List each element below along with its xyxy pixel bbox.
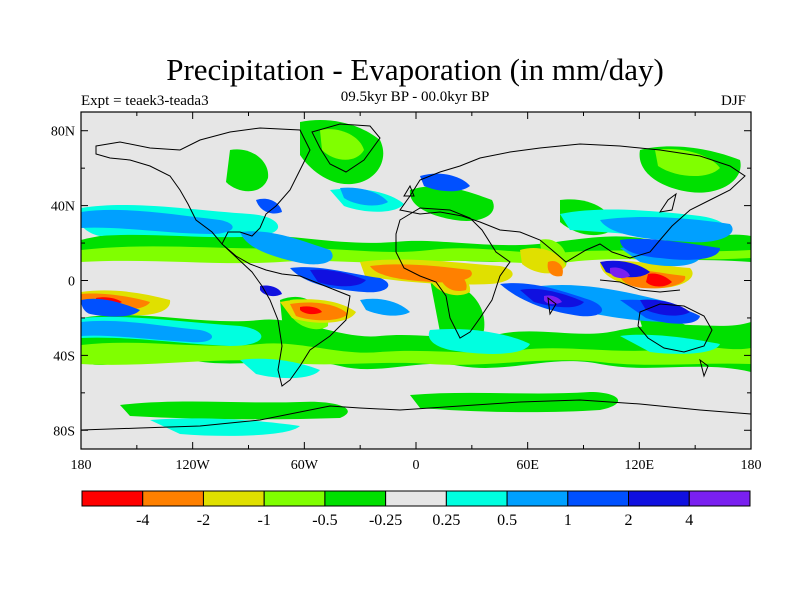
legend-label: 0.25 [432,512,460,529]
lon-label: 180 [741,458,762,473]
experiment-label: Expt = teaek3-teada3 [81,93,209,109]
legend-swatch [445,490,508,507]
legend-swatch [263,490,326,507]
legend-label: 0.5 [497,512,517,529]
legend-swatch [324,490,387,507]
lat-label: 0 [68,275,75,290]
lon-label: 120E [625,458,655,473]
lon-label: 120W [176,458,211,473]
legend-label: -0.5 [312,512,337,529]
legend-label: -2 [197,512,210,529]
lat-label: 40N [51,200,75,215]
legend-label: 1 [564,512,572,529]
latitude-axis: 80N 40N 0 40S 80S [51,125,751,439]
legend-swatch [142,490,204,507]
lon-label: 60W [291,458,319,473]
lon-label: 0 [413,458,420,473]
lat-label: 80S [53,424,75,439]
coastlines [81,123,751,431]
season-label: DJF [721,93,747,109]
legend-label: -4 [136,512,149,529]
legend-label: -1 [258,512,271,529]
legend-swatch [506,490,569,507]
legend-label: -0.25 [369,512,402,529]
legend-label: 4 [685,512,693,529]
legend-swatch [202,490,265,507]
legend-swatch [81,490,144,507]
lon-label: 180 [71,458,92,473]
legend-swatch [567,490,630,507]
map-subtitle: 09.5kyr BP - 00.0kyr BP [340,89,490,105]
lat-label: 80N [51,125,75,140]
longitude-axis: 180 120W 60W 0 60E 120E 180 [71,112,762,473]
legend-swatch [385,490,447,507]
field-layer [81,120,751,436]
legend-swatch [628,490,690,507]
lat-label: 40S [53,349,75,364]
legend-swatch [688,490,751,507]
color-legend: -4 -2 -1 -0.5 -0.25 0.25 0.5 1 2 4 [81,490,751,529]
map-title: Precipitation - Evaporation (in mm/day) [166,52,664,87]
legend-label: 2 [625,512,633,529]
lon-label: 60E [516,458,539,473]
